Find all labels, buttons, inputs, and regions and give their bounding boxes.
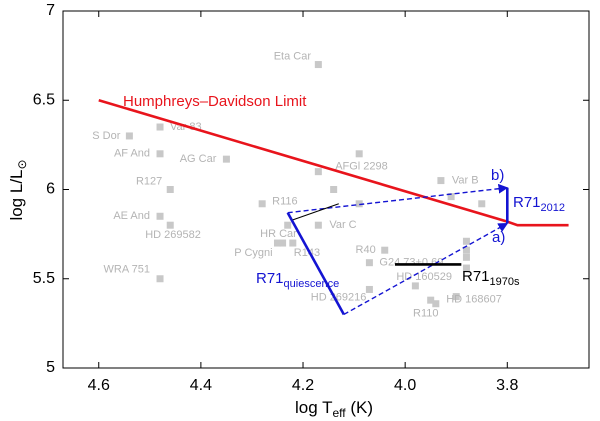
- star-marker: [284, 221, 292, 229]
- star-marker: [381, 246, 389, 254]
- annotation-text: R71: [256, 270, 284, 287]
- star-label: R116: [272, 196, 297, 208]
- star-label: HD 269216: [311, 291, 367, 303]
- star-label: AF And: [114, 148, 150, 160]
- star-marker: [273, 239, 281, 247]
- star-label: P Cygni: [234, 247, 272, 259]
- annotation-sub: 1970s: [490, 276, 520, 288]
- x-axis-label: log Teff (K): [295, 398, 373, 420]
- annotation-text: R71: [462, 268, 490, 285]
- star-label: Eta Car: [274, 50, 312, 62]
- star-marker: [125, 132, 133, 140]
- annotation-text: b): [491, 167, 504, 184]
- star-marker: [222, 155, 230, 163]
- star-marker: [156, 123, 164, 131]
- star-marker: [478, 200, 486, 208]
- star-marker: [437, 177, 445, 185]
- y-tick-label: 6: [46, 181, 55, 198]
- star-marker: [258, 200, 266, 208]
- star-label: AFGl 2298: [335, 161, 388, 173]
- x-tick-label: 4.2: [292, 377, 314, 394]
- annotation: b): [491, 167, 504, 184]
- star-label: HD 168607: [446, 294, 502, 306]
- star-marker: [432, 300, 440, 308]
- annotation-text: R71: [513, 194, 541, 211]
- annotation-sub: quiescence: [284, 278, 340, 290]
- x-tick-label: 3.8: [496, 377, 518, 394]
- y-tick-label: 6.5: [33, 91, 55, 108]
- star-marker: [156, 212, 164, 220]
- x-tick-label: 4.4: [190, 377, 212, 394]
- annotation: R711970s: [462, 268, 520, 288]
- star-marker: [166, 186, 174, 193]
- y-label-sub: ⊙: [15, 159, 29, 169]
- star-marker: [411, 282, 419, 290]
- star-marker: [166, 221, 174, 229]
- x-tick-label: 4.0: [394, 377, 416, 394]
- y-tick-label: 7: [46, 2, 55, 19]
- star-label: AG Car: [180, 153, 217, 165]
- star-label: R127: [136, 175, 162, 187]
- star-label: S Dor: [92, 130, 120, 142]
- star-label: G24.73+0.69: [379, 257, 443, 269]
- star-marker: [447, 193, 455, 201]
- star-label: AE And: [113, 210, 150, 222]
- star-label: Var C: [329, 219, 356, 231]
- star-marker: [355, 200, 363, 208]
- annotation-text: a): [492, 229, 505, 246]
- annotation-sub: 2012: [541, 202, 565, 214]
- star-marker: [279, 239, 287, 247]
- plot-frame: [62, 10, 590, 369]
- track-line: [286, 212, 346, 316]
- star-label: R40: [356, 244, 376, 256]
- y-tick-label: 5: [46, 359, 55, 376]
- track-line: [292, 203, 339, 221]
- annotation: a): [492, 229, 505, 246]
- x-label-main: log T: [295, 398, 333, 417]
- star-marker: [314, 168, 322, 176]
- y-tick-label: 5.5: [33, 270, 55, 287]
- x-tick-label: 4.6: [88, 377, 110, 394]
- y-label-main: log L/L: [7, 170, 26, 221]
- star-label: R143: [294, 247, 320, 259]
- star-marker: [462, 246, 470, 254]
- star-marker: [289, 239, 297, 247]
- star-marker: [462, 253, 470, 261]
- star-marker: [330, 186, 338, 193]
- star-label: HD 160529: [396, 271, 452, 283]
- track-line: [343, 222, 509, 316]
- track-line: [287, 183, 509, 214]
- star-marker: [462, 237, 470, 245]
- x-label-sub: eff: [332, 406, 346, 420]
- star-marker: [452, 293, 460, 301]
- x-label-suffix: (K): [346, 398, 373, 417]
- star-marker: [355, 150, 363, 158]
- y-axis-label: log L/L⊙: [7, 159, 29, 220]
- series-label: Humphreys–Davidson Limit: [123, 93, 307, 110]
- star-marker: [314, 61, 322, 69]
- star-marker: [365, 285, 373, 293]
- track-line: [98, 99, 569, 227]
- star-marker: [314, 221, 322, 229]
- star-label: Var B: [452, 174, 479, 186]
- star-marker: [427, 296, 435, 304]
- star-label: HD 269582: [145, 229, 201, 241]
- annotation: R71quiescence: [256, 270, 339, 290]
- star-marker: [156, 275, 164, 283]
- star-label: WRA 751: [104, 264, 150, 276]
- annotation: R712012: [513, 194, 565, 214]
- star-marker: [462, 264, 470, 272]
- star-label: HR Car: [260, 228, 297, 240]
- star-marker: [156, 150, 164, 158]
- star-label: R110: [413, 308, 438, 320]
- star-marker: [365, 259, 373, 267]
